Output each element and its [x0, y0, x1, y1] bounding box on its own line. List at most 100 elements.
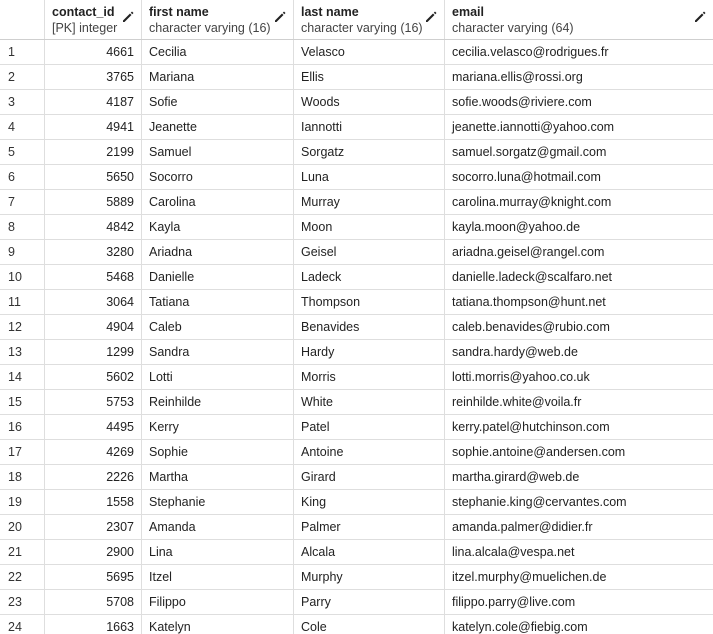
- first-name-cell[interactable]: Lina: [142, 540, 294, 564]
- contact-id-cell[interactable]: 5889: [45, 190, 142, 214]
- table-row[interactable]: 14 5602 Lotti Morris lotti.morris@yahoo.…: [0, 365, 713, 390]
- last-name-cell[interactable]: Iannotti: [294, 115, 445, 139]
- first-name-cell[interactable]: Lotti: [142, 365, 294, 389]
- email-cell[interactable]: katelyn.cole@fiebig.com: [452, 620, 588, 634]
- contact-id-cell[interactable]: 4904: [45, 315, 142, 339]
- row-number-cell[interactable]: 9: [0, 240, 45, 264]
- email-cell[interactable]: kayla.moon@yahoo.de: [452, 220, 581, 234]
- table-row[interactable]: 2 3765 Mariana Ellis mariana.ellis@rossi…: [0, 65, 713, 90]
- contact-id-cell[interactable]: 3280: [45, 240, 142, 264]
- column-header-last-name[interactable]: last name character varying (16): [294, 0, 445, 39]
- contact-id-cell[interactable]: 3765: [45, 65, 142, 89]
- first-name-cell[interactable]: Sandra: [142, 340, 294, 364]
- first-name-cell[interactable]: Ariadna: [142, 240, 294, 264]
- first-name-cell[interactable]: Sophie: [142, 440, 294, 464]
- table-row[interactable]: 6 5650 Socorro Luna socorro.luna@hotmail…: [0, 165, 713, 190]
- last-name-cell[interactable]: Hardy: [294, 340, 445, 364]
- contact-id-cell[interactable]: 4941: [45, 115, 142, 139]
- table-row[interactable]: 19 1558 Stephanie King stephanie.king@ce…: [0, 490, 713, 515]
- email-cell[interactable]: sophie.antoine@andersen.com: [452, 445, 626, 459]
- first-name-cell[interactable]: Mariana: [142, 65, 294, 89]
- contact-id-cell[interactable]: 4187: [45, 90, 142, 114]
- first-name-cell[interactable]: Cecilia: [142, 40, 294, 64]
- row-number-cell[interactable]: 4: [0, 115, 45, 139]
- email-cell[interactable]: sofie.woods@riviere.com: [452, 95, 592, 109]
- contact-id-cell[interactable]: 4661: [45, 40, 142, 64]
- contact-id-cell[interactable]: 5602: [45, 365, 142, 389]
- contact-id-cell[interactable]: 1299: [45, 340, 142, 364]
- row-number-cell[interactable]: 3: [0, 90, 45, 114]
- email-cell[interactable]: jeanette.iannotti@yahoo.com: [452, 120, 615, 134]
- email-cell[interactable]: stephanie.king@cervantes.com: [452, 495, 627, 509]
- row-number-cell[interactable]: 21: [0, 540, 45, 564]
- contact-id-cell[interactable]: 3064: [45, 290, 142, 314]
- pencil-icon[interactable]: [424, 10, 438, 24]
- last-name-cell[interactable]: Antoine: [294, 440, 445, 464]
- last-name-cell[interactable]: Sorgatz: [294, 140, 445, 164]
- last-name-cell[interactable]: Cole: [294, 615, 445, 634]
- last-name-cell[interactable]: Thompson: [294, 290, 445, 314]
- last-name-cell[interactable]: Murray: [294, 190, 445, 214]
- contact-id-cell[interactable]: 2307: [45, 515, 142, 539]
- column-header-contact-id[interactable]: contact_id [PK] integer: [45, 0, 142, 39]
- table-row[interactable]: 21 2900 Lina Alcala lina.alcala@vespa.ne…: [0, 540, 713, 565]
- last-name-cell[interactable]: Parry: [294, 590, 445, 614]
- first-name-cell[interactable]: Carolina: [142, 190, 294, 214]
- table-row[interactable]: 20 2307 Amanda Palmer amanda.palmer@didi…: [0, 515, 713, 540]
- email-cell[interactable]: sandra.hardy@web.de: [452, 345, 578, 359]
- table-row[interactable]: 16 4495 Kerry Patel kerry.patel@hutchins…: [0, 415, 713, 440]
- last-name-cell[interactable]: Ellis: [294, 65, 445, 89]
- first-name-cell[interactable]: Stephanie: [142, 490, 294, 514]
- email-cell[interactable]: kerry.patel@hutchinson.com: [452, 420, 610, 434]
- contact-id-cell[interactable]: 5695: [45, 565, 142, 589]
- email-cell[interactable]: carolina.murray@knight.com: [452, 195, 612, 209]
- table-row[interactable]: 13 1299 Sandra Hardy sandra.hardy@web.de: [0, 340, 713, 365]
- row-number-cell[interactable]: 6: [0, 165, 45, 189]
- first-name-cell[interactable]: Martha: [142, 465, 294, 489]
- email-cell[interactable]: mariana.ellis@rossi.org: [452, 70, 583, 84]
- email-cell[interactable]: tatiana.thompson@hunt.net: [452, 295, 606, 309]
- first-name-cell[interactable]: Kerry: [142, 415, 294, 439]
- email-cell[interactable]: martha.girard@web.de: [452, 470, 580, 484]
- first-name-cell[interactable]: Amanda: [142, 515, 294, 539]
- last-name-cell[interactable]: Patel: [294, 415, 445, 439]
- contact-id-cell[interactable]: 4269: [45, 440, 142, 464]
- last-name-cell[interactable]: Woods: [294, 90, 445, 114]
- row-number-cell[interactable]: 1: [0, 40, 45, 64]
- last-name-cell[interactable]: Girard: [294, 465, 445, 489]
- table-row[interactable]: 5 2199 Samuel Sorgatz samuel.sorgatz@gma…: [0, 140, 713, 165]
- row-number-cell[interactable]: 7: [0, 190, 45, 214]
- row-number-cell[interactable]: 13: [0, 340, 45, 364]
- first-name-cell[interactable]: Socorro: [142, 165, 294, 189]
- email-cell[interactable]: socorro.luna@hotmail.com: [452, 170, 601, 184]
- first-name-cell[interactable]: Kayla: [142, 215, 294, 239]
- email-cell[interactable]: cecilia.velasco@rodrigues.fr: [452, 45, 609, 59]
- last-name-cell[interactable]: Velasco: [294, 40, 445, 64]
- table-row[interactable]: 3 4187 Sofie Woods sofie.woods@riviere.c…: [0, 90, 713, 115]
- last-name-cell[interactable]: King: [294, 490, 445, 514]
- row-number-cell[interactable]: 18: [0, 465, 45, 489]
- table-row[interactable]: 24 1663 Katelyn Cole katelyn.cole@fiebig…: [0, 615, 713, 634]
- last-name-cell[interactable]: Moon: [294, 215, 445, 239]
- row-number-cell[interactable]: 14: [0, 365, 45, 389]
- first-name-cell[interactable]: Danielle: [142, 265, 294, 289]
- row-number-cell[interactable]: 23: [0, 590, 45, 614]
- last-name-cell[interactable]: Murphy: [294, 565, 445, 589]
- contact-id-cell[interactable]: 1558: [45, 490, 142, 514]
- pencil-icon[interactable]: [693, 10, 707, 24]
- last-name-cell[interactable]: Benavides: [294, 315, 445, 339]
- first-name-cell[interactable]: Itzel: [142, 565, 294, 589]
- contact-id-cell[interactable]: 5753: [45, 390, 142, 414]
- last-name-cell[interactable]: Luna: [294, 165, 445, 189]
- last-name-cell[interactable]: Ladeck: [294, 265, 445, 289]
- email-cell[interactable]: itzel.murphy@muelichen.de: [452, 570, 607, 584]
- pencil-icon[interactable]: [121, 10, 135, 24]
- pencil-icon[interactable]: [273, 10, 287, 24]
- table-row[interactable]: 22 5695 Itzel Murphy itzel.murphy@muelic…: [0, 565, 713, 590]
- row-number-cell[interactable]: 24: [0, 615, 45, 634]
- last-name-cell[interactable]: Geisel: [294, 240, 445, 264]
- email-cell[interactable]: lotti.morris@yahoo.co.uk: [452, 370, 590, 384]
- last-name-cell[interactable]: Palmer: [294, 515, 445, 539]
- table-row[interactable]: 1 4661 Cecilia Velasco cecilia.velasco@r…: [0, 40, 713, 65]
- column-header-email[interactable]: email character varying (64): [445, 0, 713, 39]
